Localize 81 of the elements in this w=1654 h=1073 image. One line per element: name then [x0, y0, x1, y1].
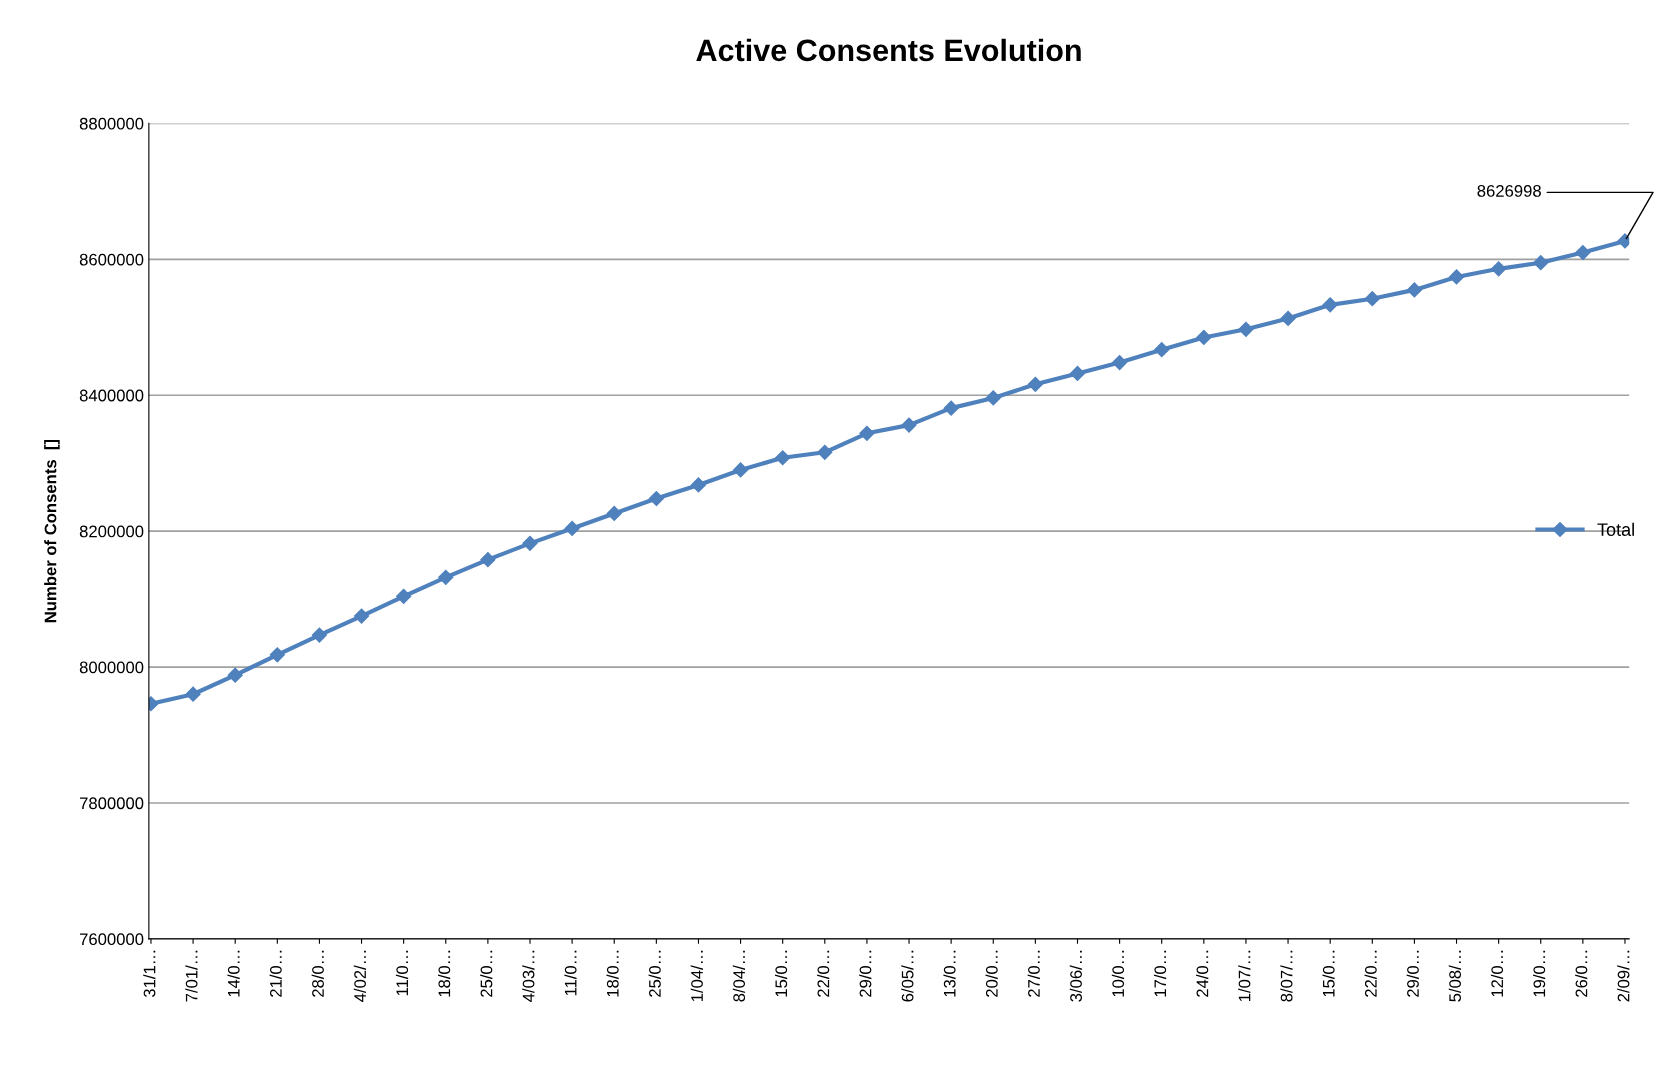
x-tick-label: 13/0…	[943, 950, 956, 997]
x-tick-label: 22/0…	[817, 950, 830, 997]
y-tick-label: 8400000	[79, 389, 144, 402]
point	[901, 417, 917, 433]
point	[1027, 376, 1043, 392]
point	[690, 477, 707, 493]
point	[606, 505, 622, 522]
point	[1154, 342, 1170, 358]
point	[733, 462, 749, 478]
point	[564, 520, 580, 536]
x-tick-label: 31/1…	[143, 950, 156, 998]
point	[1196, 329, 1212, 346]
x-tick-label: 20/0…	[985, 950, 998, 997]
x-tick-label: 11/0…	[564, 950, 577, 996]
y-tick-label: 8600000	[79, 253, 144, 266]
x-tick-label: 22/0…	[1364, 950, 1377, 997]
x-tick-label: 4/02/…	[353, 950, 367, 1002]
point	[522, 535, 538, 551]
x-tick-label: 1/07/…	[1238, 950, 1251, 1002]
y-tick-label: 8200000	[79, 525, 144, 538]
y-tick-label: 8000000	[79, 661, 144, 674]
x-tick-label: 11/0…	[395, 950, 409, 996]
y-axis-title: Number of Consents []	[44, 439, 60, 623]
y-tick-label: 7600000	[79, 933, 144, 946]
x-tick-label: 14/0…	[227, 950, 240, 997]
x-tick-label: 7/01/…	[185, 950, 198, 1002]
x-tick-label: 15/0…	[774, 950, 788, 997]
x-tick-label: 18/0…	[606, 950, 619, 997]
point	[1406, 282, 1422, 298]
point	[227, 667, 243, 683]
point	[480, 552, 496, 568]
x-tick-label: 15/0…	[1322, 950, 1335, 997]
data-label: 8626998	[1477, 185, 1541, 197]
point	[1069, 365, 1086, 382]
point	[1322, 297, 1338, 313]
point	[775, 450, 791, 466]
x-tick-label: 25/0…	[648, 950, 661, 997]
x-tick-label: 5/08/…	[1448, 950, 1461, 1002]
x-tick-label: 29/0…	[1406, 950, 1419, 997]
x-tick-label: 1/04/…	[690, 950, 703, 1002]
point	[1112, 355, 1128, 371]
point	[1491, 261, 1507, 277]
point	[859, 425, 875, 441]
x-tick-label: 24/0…	[1196, 950, 1209, 997]
x-tick-label: 28/0…	[311, 950, 324, 997]
x-tick-label: 29/0…	[859, 950, 872, 997]
point	[985, 390, 1001, 406]
chart-title: Active Consents Evolution	[696, 38, 1081, 62]
x-tick-label: 17/0…	[1153, 950, 1167, 997]
point	[1280, 310, 1296, 327]
y-tick-label: 7800000	[79, 797, 144, 810]
x-tick-label: 25/0…	[480, 950, 493, 997]
x-tick-label: 26/0…	[1575, 950, 1588, 997]
y-tick-label: 8800000	[79, 117, 144, 130]
point	[396, 588, 412, 604]
legend-label: Total	[1597, 522, 1634, 536]
x-tick-label: 21/0…	[269, 950, 282, 997]
point	[648, 490, 664, 507]
x-tick-label: 19/0…	[1532, 950, 1546, 997]
x-tick-label: 12/0…	[1490, 950, 1504, 997]
point	[1238, 321, 1254, 337]
point	[943, 400, 959, 416]
x-tick-label: 10/0…	[1111, 950, 1125, 997]
point	[438, 569, 454, 585]
point	[185, 686, 201, 702]
x-tick-label: 3/06/…	[1069, 950, 1082, 1002]
point	[353, 608, 370, 624]
point	[311, 627, 327, 643]
point	[1533, 255, 1549, 271]
x-tick-label: 18/0…	[438, 950, 451, 997]
point	[1364, 291, 1380, 307]
x-tick-label: 8/07/…	[1280, 950, 1293, 1002]
point	[1448, 269, 1465, 285]
x-tick-label: 27/0…	[1027, 950, 1040, 997]
point	[817, 444, 833, 460]
x-tick-label: 2/09/…	[1617, 950, 1630, 1002]
x-tick-label: 8/04/…	[732, 950, 746, 1002]
point	[1575, 244, 1591, 261]
x-tick-label: 6/05/…	[901, 950, 914, 1002]
x-tick-label: 4/03/…	[522, 950, 535, 1002]
point	[269, 647, 285, 663]
